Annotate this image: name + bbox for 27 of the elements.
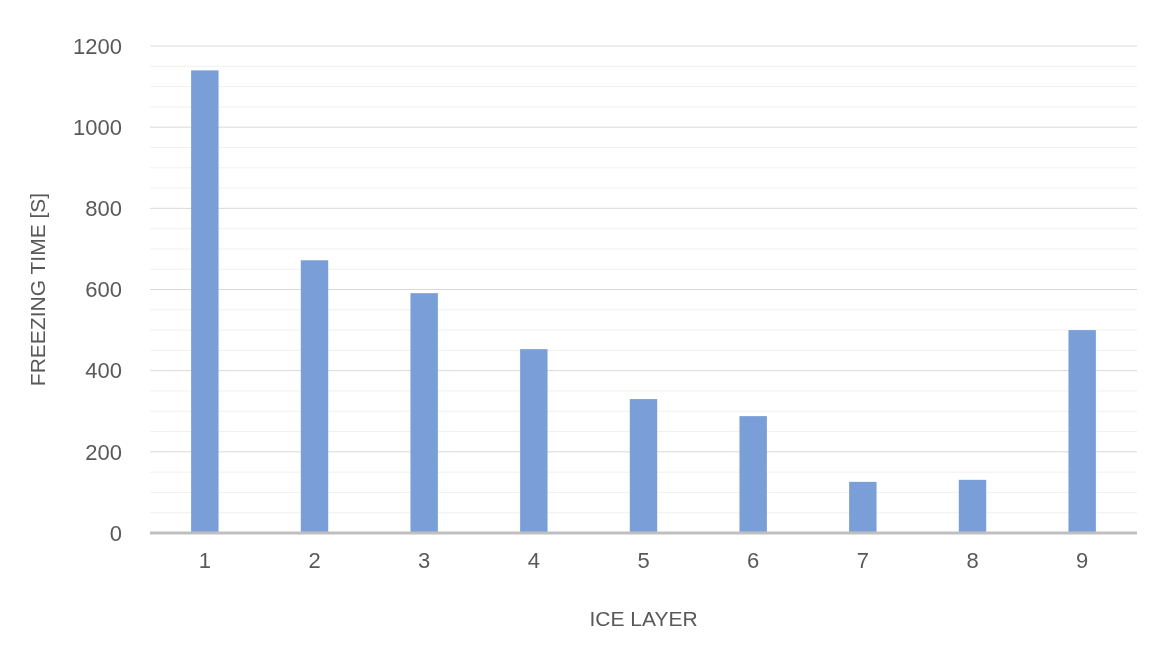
x-tick-label: 8 [966,548,979,573]
bar [849,481,877,533]
bar [958,479,987,533]
y-tick-label: 400 [85,358,122,384]
y-tick-label: 800 [85,196,122,222]
bar [300,260,329,533]
bar [191,70,219,533]
y-tick-label: 0 [109,520,122,546]
x-tick-label: 6 [747,548,760,573]
x-tick-label: 1 [198,548,211,573]
x-tick-label: 5 [637,548,650,573]
bar [1068,330,1096,533]
bar [520,349,548,533]
y-axis-title: FREEZING TIME [S] [26,192,49,387]
y-tick-label: 200 [85,439,122,465]
x-tick-label: 9 [1076,548,1089,573]
y-tick-label: 1200 [73,33,122,59]
bar [629,399,658,533]
y-tick-label: 600 [85,277,122,303]
x-tick-label: 7 [856,548,869,573]
x-axis-title: ICE LAYER [589,607,698,630]
y-tick-label: 1000 [73,114,122,140]
bar [739,416,767,533]
x-tick-label: 4 [527,548,540,573]
x-tick-label: 2 [308,548,321,573]
x-tick-label: 3 [418,548,431,573]
bar [410,293,438,533]
